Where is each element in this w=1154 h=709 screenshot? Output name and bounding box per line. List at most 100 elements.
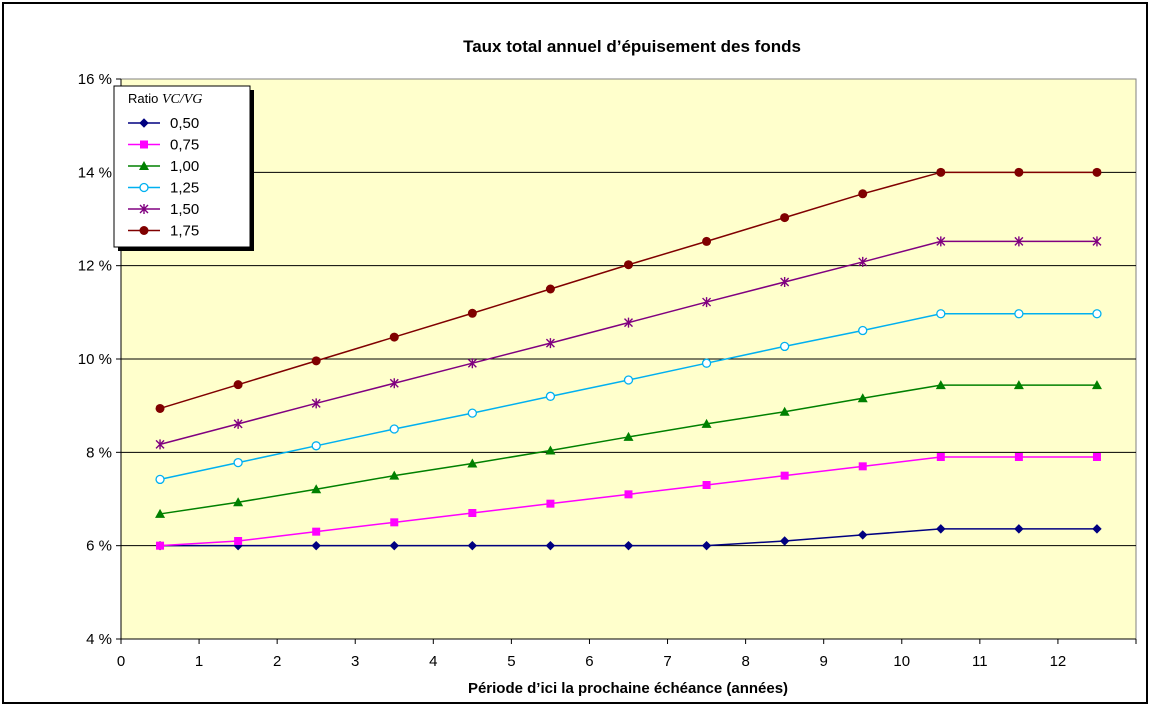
data-point [389, 470, 400, 480]
x-axis-title: Période d’ici la prochaine échéance (ann… [468, 680, 788, 697]
data-point [780, 277, 790, 287]
data-point [857, 393, 868, 403]
data-point [702, 297, 712, 308]
data-point [1014, 167, 1024, 177]
data-point [155, 403, 165, 413]
data-point [155, 439, 165, 450]
legend-entry: 1,25 [170, 180, 199, 197]
x-tick-label: 0 [117, 653, 125, 670]
data-point [139, 182, 149, 193]
data-point [780, 471, 789, 480]
data-point [858, 462, 867, 471]
chart-title: Taux total annuel d’épuisement des fonds [463, 37, 801, 56]
data-point [139, 118, 149, 128]
data-point [155, 474, 165, 485]
data-point [467, 540, 478, 551]
data-point [234, 537, 243, 545]
data-point [233, 380, 243, 390]
data-point [467, 458, 478, 468]
y-tick-label: 8 % [86, 444, 112, 461]
x-tick-label: 3 [351, 653, 359, 670]
data-point [936, 167, 946, 177]
data-point [858, 189, 868, 199]
data-point [1013, 380, 1024, 390]
data-point [233, 497, 244, 507]
data-point [389, 424, 399, 434]
data-point [155, 508, 166, 518]
x-tick-label: 7 [663, 653, 671, 670]
x-tick-label: 10 [893, 653, 910, 670]
data-point [139, 161, 149, 170]
legend-entry: 0,75 [170, 137, 199, 154]
data-point [702, 481, 711, 489]
data-point [467, 358, 477, 369]
data-point [1014, 453, 1023, 461]
data-point [139, 204, 149, 214]
data-point [545, 338, 555, 349]
data-point [1014, 309, 1024, 319]
data-point [389, 540, 399, 551]
y-tick-label: 12 % [78, 258, 112, 275]
legend-entry: 1,75 [170, 223, 199, 240]
x-tick-label: 5 [507, 653, 515, 670]
data-point [936, 524, 946, 534]
data-point [701, 358, 712, 368]
y-tick-label: 16 % [78, 71, 112, 88]
data-point [545, 284, 555, 294]
data-point [624, 490, 633, 499]
data-point [780, 213, 790, 223]
data-point [390, 518, 399, 527]
data-point [312, 527, 321, 536]
data-point [389, 332, 399, 342]
data-point [701, 540, 712, 551]
data-point [936, 309, 946, 319]
legend: Ratio VC/VG 0,50 0,75 1,00 1,25 1,50 1,75 [113, 85, 254, 251]
data-point [624, 260, 633, 270]
data-point [779, 536, 790, 546]
data-point [1092, 309, 1102, 319]
data-point [545, 540, 556, 551]
x-tick-label: 12 [1050, 653, 1067, 670]
data-point [1092, 453, 1101, 461]
x-tick-label: 2 [273, 653, 281, 670]
data-point [389, 378, 399, 389]
data-point [1014, 524, 1024, 534]
data-point [1092, 167, 1102, 177]
data-point [623, 540, 634, 551]
data-point [139, 226, 149, 235]
y-tick-label: 6 % [86, 538, 112, 555]
data-point [935, 380, 946, 390]
data-point [467, 308, 477, 318]
x-tick-label: 4 [429, 653, 437, 670]
data-point [311, 356, 321, 366]
data-point [1091, 380, 1102, 390]
x-tick-label: 8 [741, 653, 749, 670]
data-point [623, 375, 634, 385]
data-point [858, 530, 868, 540]
data-point [311, 441, 321, 451]
series-layer [155, 167, 1102, 551]
data-point [780, 341, 790, 352]
legend-entry: 1,00 [170, 158, 199, 175]
y-tick-label: 14 % [78, 164, 112, 181]
data-point [1092, 524, 1102, 534]
data-point [546, 499, 555, 508]
data-point [156, 541, 165, 550]
data-point [311, 540, 321, 551]
data-point [467, 408, 477, 418]
y-tick-label: 4 % [86, 631, 112, 648]
data-point [1092, 236, 1102, 247]
data-point [468, 509, 477, 517]
data-point [702, 236, 712, 246]
data-point [311, 484, 322, 494]
data-point [233, 418, 243, 429]
x-tick-label: 6 [585, 653, 593, 670]
data-point [701, 418, 712, 428]
data-point [311, 398, 321, 409]
legend-entry: 1,50 [170, 201, 199, 218]
data-point [936, 453, 945, 461]
data-point [624, 317, 633, 328]
legend-title: Ratio VC/VG [128, 91, 202, 107]
data-point [233, 457, 243, 468]
